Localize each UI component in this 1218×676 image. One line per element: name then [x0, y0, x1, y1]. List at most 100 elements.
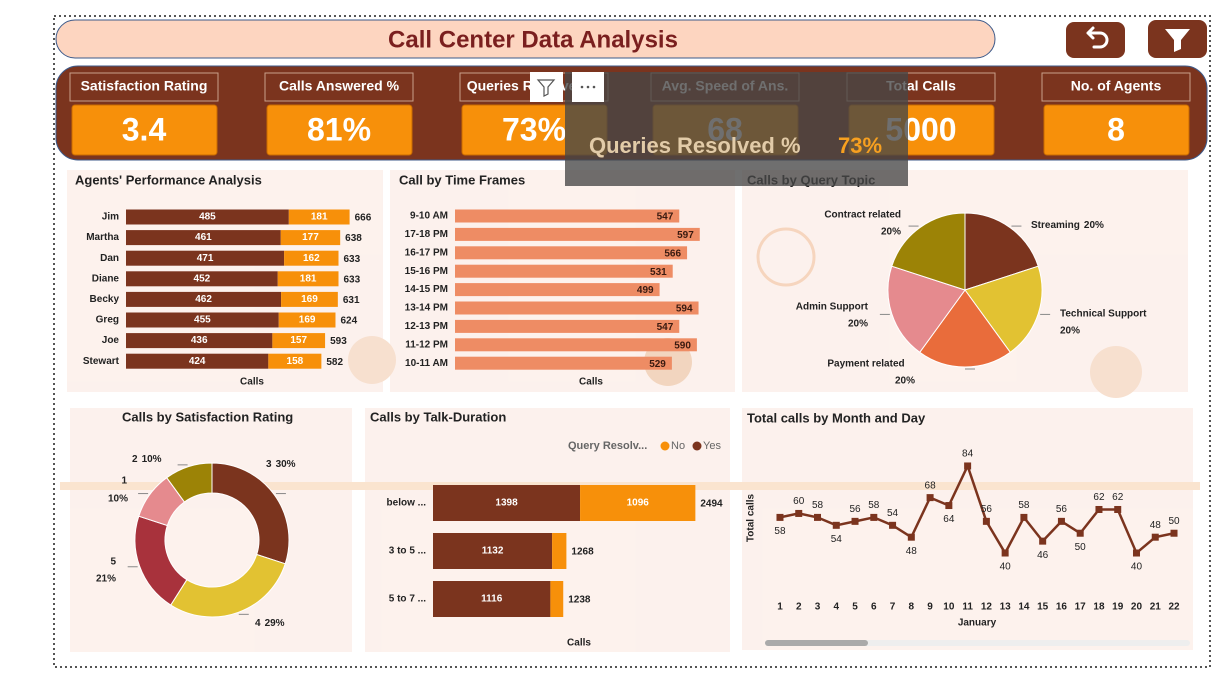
data-label: 461 — [195, 232, 212, 243]
chart: Calls by Satisfaction Rating 3 30% 4 29% 5 21%… — [96, 409, 296, 628]
back-button[interactable] — [1066, 22, 1125, 58]
data-label: 58 — [868, 500, 880, 511]
filter-visual-button[interactable] — [530, 72, 563, 102]
category-label: 4 — [255, 618, 261, 629]
marker — [1114, 505, 1122, 513]
data-label: 157 — [290, 335, 307, 346]
x-tick-label: 2 — [796, 602, 802, 613]
kpi-value: 8 — [1107, 111, 1125, 147]
marker — [1039, 537, 1047, 545]
category-label: 15-16 PM — [405, 266, 448, 277]
chart: Agents' Performance Analysis Jim 485 181 666… — [75, 172, 372, 387]
bar — [455, 264, 673, 278]
category-label: 17-18 PM — [405, 229, 448, 240]
data-label: 471 — [197, 253, 214, 264]
data-label: 68 — [925, 480, 937, 491]
total-label: 1268 — [571, 547, 594, 558]
tooltip-box — [565, 72, 908, 186]
more-options-dot — [580, 85, 584, 89]
category-label: 5 — [110, 557, 116, 568]
data-label: 590 — [674, 340, 691, 351]
kpi-value: 73% — [502, 111, 566, 147]
bar-segment — [288, 209, 350, 225]
slice — [919, 289, 1011, 368]
bar — [455, 227, 700, 241]
category-label: 1 — [121, 476, 127, 487]
marker — [1020, 513, 1028, 521]
person — [348, 336, 396, 384]
category-label: Admin Support — [796, 302, 869, 313]
bar-segment — [126, 312, 279, 328]
data-label: 594 — [676, 304, 693, 315]
data-label: 56 — [849, 504, 861, 515]
slice — [964, 212, 1039, 291]
bar-segment — [580, 485, 696, 521]
kpi-value-box — [266, 104, 413, 156]
x-tick-label: 7 — [890, 602, 896, 613]
slice-label: 2 10% — [132, 454, 162, 465]
data-label: 1116 — [481, 594, 503, 605]
bar-segment — [126, 209, 289, 225]
bar — [455, 283, 660, 297]
category-label: 16-17 PM — [405, 247, 448, 258]
scrollbar-thumb[interactable] — [765, 640, 868, 646]
marker — [926, 494, 934, 502]
tooltip-value: 73% — [838, 133, 882, 158]
x-tick-label: 4 — [833, 602, 839, 613]
bar — [455, 356, 672, 370]
category-label: 3 — [266, 459, 272, 470]
marker — [1001, 549, 1009, 557]
data-label: 181 — [300, 273, 317, 284]
bar-segment — [278, 312, 336, 328]
data-label: 56 — [981, 504, 993, 515]
filter-button[interactable] — [1148, 20, 1207, 58]
data-label: 597 — [677, 230, 694, 241]
x-tick-label: 21 — [1150, 602, 1162, 613]
category-label: Dan — [100, 253, 119, 264]
x-axis-title: January — [958, 618, 997, 629]
value-label: 30% — [276, 459, 296, 470]
x-tick-label: 13 — [1000, 602, 1012, 613]
filter-icon — [1165, 29, 1190, 52]
data-label: 50 — [1075, 542, 1087, 553]
bar — [455, 338, 697, 352]
value-label: 21% — [96, 574, 116, 585]
x-tick-label: 16 — [1056, 602, 1068, 613]
marker — [776, 513, 784, 521]
data-label: 181 — [311, 212, 328, 223]
legend-marker — [660, 441, 670, 451]
back-icon — [1086, 26, 1109, 49]
total-label: 2494 — [700, 499, 723, 510]
data-label: 48 — [1150, 520, 1162, 531]
tooltip-layer: Queries Resolved % 73% — [530, 72, 908, 186]
x-tick-label: 20 — [1131, 602, 1143, 613]
data-label: 169 — [299, 315, 316, 326]
x-tick-label: 19 — [1112, 602, 1124, 613]
legend-label: No — [671, 440, 685, 452]
x-tick-label: 15 — [1037, 602, 1049, 613]
back-button-bg[interactable] — [1066, 22, 1125, 58]
category-label: Technical Support — [1060, 309, 1147, 320]
marker — [1132, 549, 1140, 557]
slice-label: 3 30% — [266, 459, 296, 470]
data-label: 62 — [1112, 492, 1124, 503]
page-border — [53, 15, 1211, 668]
category-label: Streaming — [1031, 220, 1080, 231]
x-tick-label: 11 — [962, 602, 973, 613]
data-label: 169 — [301, 294, 318, 305]
marker — [1076, 529, 1084, 537]
kpi-label-box — [69, 72, 219, 102]
bar-segment — [550, 581, 564, 617]
category-label: 2 — [132, 454, 138, 465]
category-label: 3 to 5 ... — [389, 546, 426, 557]
category-label: Becky — [90, 294, 120, 305]
kpi-label: Calls Answered % — [279, 78, 400, 94]
bar-segment — [126, 353, 269, 369]
marker — [851, 517, 859, 525]
bar-segment — [126, 230, 281, 246]
more-options-dot — [586, 85, 590, 89]
data-label: 158 — [287, 356, 304, 367]
x-tick-label: 9 — [927, 602, 933, 613]
total-label: 593 — [330, 336, 347, 347]
